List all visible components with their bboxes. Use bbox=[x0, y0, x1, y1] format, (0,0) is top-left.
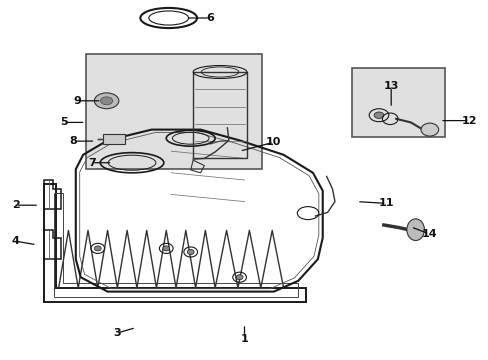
Text: 2: 2 bbox=[12, 200, 20, 210]
Bar bbox=[351, 68, 444, 137]
Text: 12: 12 bbox=[461, 116, 476, 126]
Ellipse shape bbox=[94, 93, 119, 109]
Text: 9: 9 bbox=[73, 96, 81, 106]
Text: 10: 10 bbox=[265, 137, 281, 147]
Bar bbox=[193, 72, 246, 158]
Text: 5: 5 bbox=[60, 117, 67, 127]
Text: 14: 14 bbox=[421, 229, 436, 239]
Text: 11: 11 bbox=[378, 198, 393, 208]
Bar bbox=[85, 54, 261, 169]
Text: 4: 4 bbox=[12, 236, 20, 246]
Ellipse shape bbox=[373, 112, 383, 118]
Ellipse shape bbox=[101, 97, 112, 105]
Text: 8: 8 bbox=[69, 136, 77, 146]
Text: 7: 7 bbox=[88, 158, 96, 168]
Text: 6: 6 bbox=[206, 13, 214, 23]
Bar bbox=[102, 134, 124, 144]
Text: 13: 13 bbox=[383, 81, 398, 91]
Ellipse shape bbox=[420, 123, 438, 136]
Ellipse shape bbox=[94, 246, 101, 251]
Text: 3: 3 bbox=[113, 328, 121, 338]
Ellipse shape bbox=[187, 249, 194, 255]
Text: 1: 1 bbox=[240, 334, 248, 344]
Ellipse shape bbox=[163, 246, 169, 251]
Ellipse shape bbox=[236, 275, 243, 280]
Ellipse shape bbox=[406, 219, 424, 240]
